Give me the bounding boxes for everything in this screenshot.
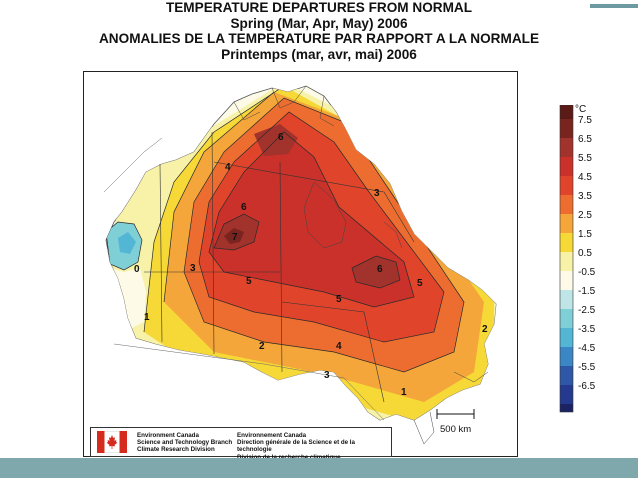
contour-label: 6 (241, 202, 247, 213)
legend-label: -3.5 (578, 324, 596, 335)
legend-label: 7.5 (578, 115, 592, 126)
legend-swatch (560, 271, 573, 290)
zone-near-zero-west (106, 267, 146, 332)
legend-swatch-bottom (560, 404, 573, 412)
legend-swatch (560, 290, 573, 309)
contour-label: 2 (259, 341, 265, 352)
legend-swatch (560, 157, 573, 176)
legend-label: 1.5 (578, 229, 592, 240)
legend-label: 0.5 (578, 248, 592, 259)
organization-logo-box: Environment Canada Science and Technolog… (90, 427, 392, 461)
top-accent-stripe (590, 4, 638, 8)
legend-label: -6.5 (578, 381, 596, 392)
organization-fr: Environnement Canada Direction générale … (237, 432, 391, 461)
org-fr-line-3: Division de la recherche climatique (237, 454, 391, 461)
legend-swatch-top (560, 105, 573, 119)
legend-label: -5.5 (578, 362, 596, 373)
legend-swatch (560, 309, 573, 328)
legend-swatch (560, 233, 573, 252)
contour-label: 6 (278, 132, 284, 143)
scale-bar (436, 409, 475, 419)
title-line-3: ANOMALIES DE LA TEMPERATURE PAR RAPPORT … (98, 31, 540, 46)
contour-label: 0 (134, 264, 140, 275)
anomaly-map: 7 6 6 6 5 5 5 4 4 3 3 3 2 2 1 1 0 (103, 85, 497, 445)
title-block: TEMPERATURE DEPARTURES FROM NORMAL Sprin… (0, 0, 638, 62)
isotherm-lines (106, 86, 465, 373)
legend-label: -1.5 (578, 286, 596, 297)
title-line-4: Printemps (mar, avr, mai) 2006 (221, 46, 417, 62)
canada-flag-icon (97, 431, 127, 453)
province-boundaries (144, 131, 415, 403)
contour-label: 1 (401, 387, 407, 398)
contour-label: 6 (377, 264, 383, 275)
contour-label: 1 (144, 312, 150, 323)
title-line-1: TEMPERATURE DEPARTURES FROM NORMAL (165, 0, 473, 15)
coastline-detail (233, 85, 489, 445)
scale-bar-label: 500 km (440, 424, 472, 435)
legend-outline (559, 105, 574, 413)
title-line-2: Spring (Mar, Apr, May) 2006 (230, 15, 408, 31)
legend-swatch (560, 195, 573, 214)
zone-7p5-core (224, 228, 244, 244)
legend-swatch (560, 176, 573, 195)
map-frame: 7 6 6 6 5 5 5 4 4 3 3 3 2 2 1 1 0 (83, 71, 518, 457)
org-en-line-2: Science and Technology Branch (137, 439, 233, 447)
legend-swatch (560, 328, 573, 347)
contour-label: 7 (232, 232, 238, 243)
organization-en: Environment Canada Science and Technolog… (137, 432, 232, 454)
legend-label: -4.5 (578, 343, 596, 354)
org-fr-line-2: Direction générale de la Science et de l… (237, 439, 355, 454)
contour-label: 5 (336, 294, 342, 305)
legend-label: 2.5 (578, 210, 592, 221)
legend-swatch (560, 385, 573, 404)
org-en-line-3: Climate Research Division (137, 446, 215, 454)
contour-label: 3 (190, 263, 196, 274)
us-border-lines (103, 137, 385, 421)
top-band (0, 0, 638, 12)
legend-unit: °C (575, 104, 587, 115)
contour-label-layer: 7 6 6 6 5 5 5 4 4 3 3 3 2 2 1 1 0 (134, 132, 488, 398)
legend-label: 3.5 (578, 191, 592, 202)
zone-6p5-east (352, 256, 400, 288)
legend-label: -2.5 (578, 305, 596, 316)
contour-label: 2 (482, 324, 488, 335)
zone-neg-core (118, 232, 136, 254)
legend-swatch (560, 366, 573, 385)
legend-swatch (560, 214, 573, 233)
contour-label: 5 (246, 276, 252, 287)
legend: 7.5 6.5 5.5 4.5 3.5 2.5 1.5 0.5 -0.5 -1.5 -2.5 -3.5… (559, 105, 596, 413)
legend-swatch (560, 347, 573, 366)
legend-swatch (560, 119, 573, 138)
org-en-line-1: Environment Canada (137, 432, 199, 439)
contour-label: 4 (336, 341, 342, 352)
legend-label: -0.5 (578, 267, 596, 278)
legend-label: 4.5 (578, 172, 592, 183)
bottom-band (0, 458, 638, 478)
anomaly-fill-layers (106, 86, 496, 420)
contour-label: 5 (417, 278, 423, 289)
legend-swatch (560, 138, 573, 157)
contour-label: 4 (225, 162, 231, 173)
org-fr-line-1: Environnement Canada (237, 432, 307, 439)
legend-label: 5.5 (578, 153, 592, 164)
legend-label: 6.5 (578, 134, 592, 145)
contour-label: 3 (324, 370, 330, 381)
legend-swatch (560, 252, 573, 271)
contour-label: 3 (374, 188, 380, 199)
